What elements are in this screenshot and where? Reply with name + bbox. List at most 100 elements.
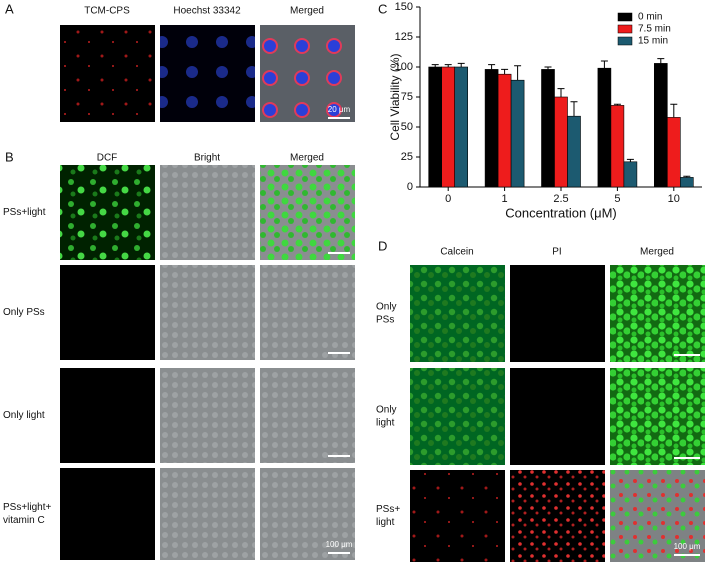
row-label: vitamin C (3, 515, 45, 526)
micrograph (160, 165, 255, 260)
row-label: Only light (3, 410, 45, 421)
micrograph (160, 265, 255, 360)
error-bar (444, 64, 452, 67)
column-header: Hoechst 33342 (173, 6, 241, 17)
micrograph (610, 265, 705, 362)
bar (428, 66, 443, 188)
column-header: Merged (290, 6, 324, 17)
micrograph (60, 265, 155, 360)
error-bar (544, 66, 552, 70)
scale-bar-label: 20 μm (328, 105, 351, 114)
bar (510, 79, 525, 188)
error-bar (626, 158, 634, 162)
x-tick-label: 5 (614, 193, 620, 205)
row-label: Only PSs (3, 307, 45, 318)
scale-bar-label: 100 μm (326, 540, 353, 549)
micrograph (60, 25, 155, 122)
micrograph (410, 470, 505, 562)
row-label: Only (376, 405, 397, 416)
x-axis-label: Concentration (μM) (505, 205, 617, 220)
micrograph (610, 368, 705, 465)
error-bar (683, 175, 691, 178)
y-axis-label: Cell Viability (%) (388, 53, 402, 140)
x-tick-label: 10 (668, 193, 680, 205)
micrograph (410, 368, 505, 465)
bar (653, 63, 668, 188)
y-tick-label: 50 (401, 121, 413, 133)
legend-label: 15 min (638, 36, 668, 47)
error-bar (600, 60, 608, 69)
bar (623, 161, 638, 188)
legend-swatch (617, 36, 633, 46)
micrograph (260, 265, 355, 360)
bar (679, 177, 694, 188)
column-header: DCF (97, 153, 118, 164)
column-header: Merged (640, 247, 674, 258)
row-label: PSs+ (376, 504, 400, 515)
bar (554, 96, 568, 188)
error-bar (514, 65, 522, 81)
bar (610, 105, 625, 188)
micrograph (510, 265, 605, 362)
row-label: light (376, 517, 395, 528)
micrograph (260, 368, 355, 463)
error-bar (431, 64, 439, 67)
error-bar (670, 103, 678, 118)
legend-label: 0 min (638, 12, 662, 23)
row-label: PSs (376, 315, 394, 326)
y-tick-label: 150 (395, 1, 413, 13)
micrographs: 20 μm 100 μm 100 μm (60, 25, 705, 562)
legend-swatch (617, 12, 633, 22)
micrograph (260, 25, 355, 122)
bar (666, 117, 681, 188)
micrograph (610, 470, 705, 562)
row-label: PSs+light+ (3, 502, 52, 513)
x-tick-label: 2.5 (553, 193, 568, 205)
panel-label: C (378, 1, 387, 16)
panel-label: A (5, 1, 14, 16)
column-header: Bright (194, 153, 220, 164)
bar (597, 67, 612, 188)
x-tick-label: 0 (445, 193, 451, 205)
micrograph (510, 368, 605, 465)
error-bar (613, 103, 621, 106)
scale-bar (674, 554, 700, 556)
y-tick-label: 125 (395, 31, 413, 43)
micrograph (160, 468, 255, 560)
y-tick-label: 75 (401, 91, 413, 103)
error-bar (570, 101, 578, 117)
scale-bar (328, 252, 350, 254)
error-bar (557, 88, 565, 97)
bar (484, 69, 499, 188)
column-header: Merged (290, 153, 324, 164)
column-header: TCM-CPS (84, 6, 130, 17)
scale-bar (328, 552, 350, 554)
error-bar (501, 68, 509, 75)
micrograph (260, 165, 355, 260)
micrograph (60, 368, 155, 463)
micrograph (510, 470, 605, 562)
micrograph (60, 165, 155, 260)
row-label: light (376, 418, 395, 429)
y-tick-label: 100 (395, 61, 413, 73)
y-tick-label: 0 (407, 181, 413, 193)
micrograph (160, 368, 255, 463)
scale-bar (328, 455, 350, 457)
scale-bar (328, 117, 350, 119)
x-tick-label: 1 (502, 193, 508, 205)
row-label: Only (376, 302, 397, 313)
legend-label: 7.5 min (638, 24, 671, 35)
row-label: PSs+light (3, 207, 46, 218)
scale-bar (328, 352, 350, 354)
column-header: Calcein (440, 247, 473, 258)
legend-swatch (617, 24, 633, 34)
bar (454, 66, 469, 188)
bar (441, 66, 456, 188)
micrograph (260, 468, 355, 560)
micrograph (60, 468, 155, 560)
micrograph (410, 265, 505, 362)
error-bar (488, 64, 496, 70)
panel-label: D (378, 238, 387, 253)
